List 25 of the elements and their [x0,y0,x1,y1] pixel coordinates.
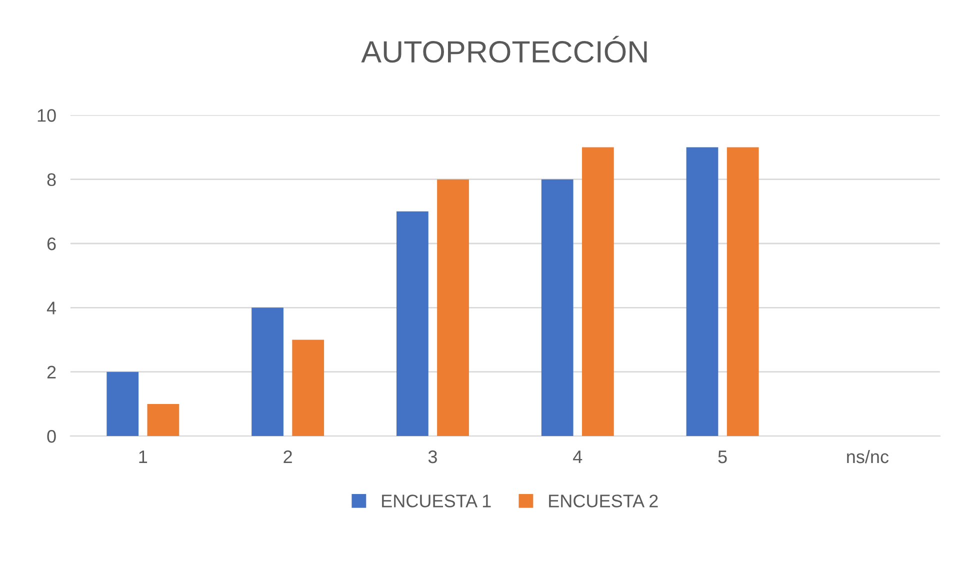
x-tick-label: 5 [718,450,727,464]
x-tick-label: 1 [139,450,148,464]
chart-title: AUTOPROTECCIÓN [361,36,647,63]
bar [437,179,469,436]
y-tick-label: 4 [46,302,56,314]
x-tick-label: 3 [428,450,437,464]
bar [686,147,718,436]
y-tick-label: 10 [38,109,56,122]
y-tick-label: 2 [47,366,56,378]
bar [582,147,614,436]
bar [726,147,759,436]
x-tick-label: ns/nc [847,450,889,464]
bar [396,211,428,436]
y-tick-label: 0 [47,430,56,443]
legend-label: ENCUESTA 1 [382,494,491,508]
bar [541,179,574,436]
bar [106,372,139,436]
x-tick-label: 4 [573,450,582,464]
bar [147,404,180,436]
bar [292,340,324,436]
x-tick-label: 2 [284,450,292,464]
y-tick-label: 8 [47,173,56,186]
bar [252,308,284,436]
legend-label: ENCUESTA 2 [549,494,658,508]
y-tick-label: 6 [47,237,56,250]
